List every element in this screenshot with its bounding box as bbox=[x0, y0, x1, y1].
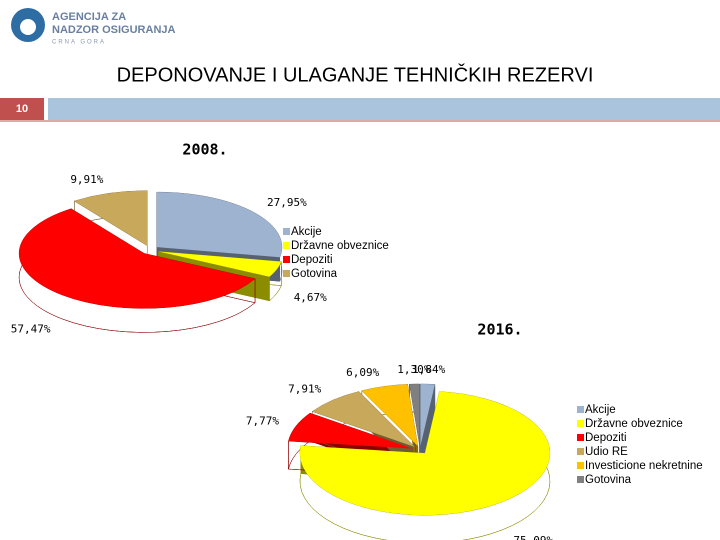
legend-swatch bbox=[283, 242, 290, 249]
value-label: 57,47% bbox=[11, 323, 51, 336]
legend-swatch bbox=[283, 270, 290, 277]
value-label: 1,30% bbox=[397, 363, 430, 376]
legend-label: Depoziti bbox=[585, 432, 627, 444]
value-label: 9,91% bbox=[70, 173, 103, 186]
value-label: 4,67% bbox=[294, 291, 327, 304]
logo-text: NADZOR OSIGURANJA bbox=[52, 24, 176, 36]
slice bbox=[288, 413, 413, 449]
logo-text: AGENCIJA ZA bbox=[52, 11, 126, 23]
value-label: 27,95% bbox=[267, 196, 307, 209]
slice bbox=[409, 384, 420, 447]
legend-swatch bbox=[577, 476, 584, 483]
slice bbox=[361, 384, 418, 447]
legend-swatch bbox=[577, 406, 584, 413]
value-label: 75,09% bbox=[513, 534, 553, 540]
value-label: 7,77% bbox=[246, 414, 279, 427]
legend-label: Gotovina bbox=[291, 268, 338, 280]
logo-subtext: CRNA GORA bbox=[52, 40, 106, 46]
legend-swatch bbox=[283, 228, 290, 235]
legend-swatch bbox=[577, 420, 584, 427]
slice bbox=[19, 208, 256, 309]
legend-label: Državne obveznice bbox=[585, 418, 683, 430]
value-label: 6,09% bbox=[346, 366, 379, 379]
legend-label: Investicione nekretnine bbox=[585, 460, 703, 472]
legend-label: Udio RE bbox=[585, 446, 628, 458]
legend-label: Gotovina bbox=[585, 474, 632, 486]
chart-title: 2016. bbox=[477, 321, 522, 339]
logo-icon-inner bbox=[20, 19, 36, 35]
legend-label: Depoziti bbox=[291, 254, 333, 266]
page-number-box bbox=[0, 98, 44, 120]
slice bbox=[74, 190, 148, 246]
header-bar bbox=[48, 98, 720, 120]
slice bbox=[158, 251, 282, 277]
legend-swatch bbox=[577, 448, 584, 455]
slice bbox=[312, 391, 415, 447]
slice bbox=[420, 384, 435, 447]
legend-swatch bbox=[577, 434, 584, 441]
value-label: 7,91% bbox=[288, 382, 321, 395]
legend-swatch bbox=[577, 462, 584, 469]
chart-title: 2008. bbox=[182, 141, 227, 159]
slice bbox=[299, 391, 550, 516]
legend-label: Akcije bbox=[291, 226, 322, 238]
legend-label: Državne obveznice bbox=[291, 240, 389, 252]
slide-title: DEPONOVANJE I ULAGANJE TEHNIČKIH REZERVI bbox=[117, 63, 594, 86]
value-label: 1,84% bbox=[412, 363, 445, 376]
legend-label: Akcije bbox=[585, 404, 616, 416]
legend-swatch bbox=[283, 256, 290, 263]
slice bbox=[156, 192, 282, 258]
page-number: 10 bbox=[16, 103, 28, 115]
